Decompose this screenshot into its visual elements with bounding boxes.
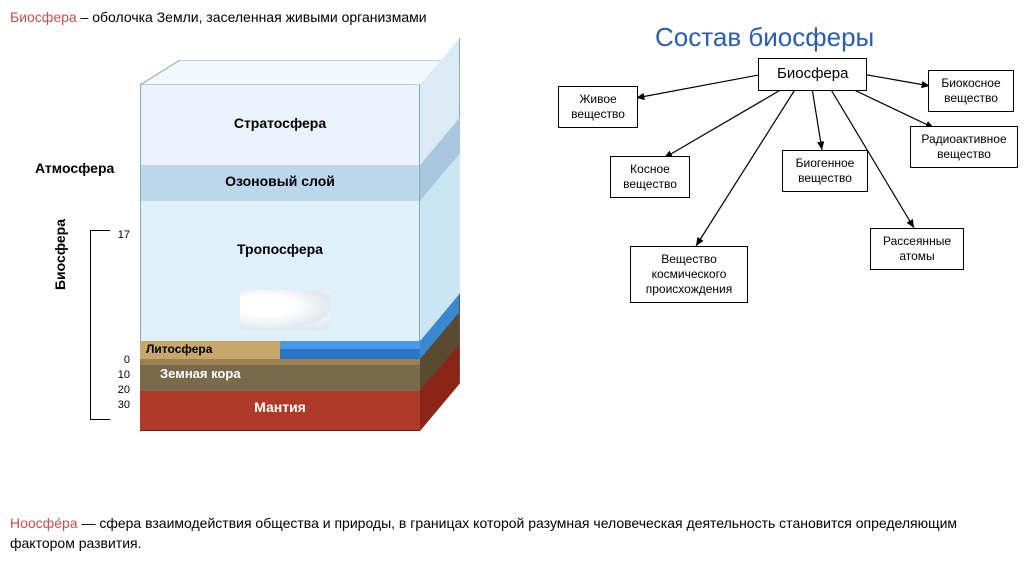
node-scattered: Рассеянныеатомы <box>870 228 964 270</box>
scale-tick: 17 <box>112 230 130 241</box>
cube-block: Стратосфера Озоновый слой Тропосфера Лит… <box>140 60 460 460</box>
ground-block: Литосфера Гидросфера Земная кора Мантия <box>140 341 420 441</box>
concept-map: Биосфера Живоевещество Биокосноевещество К… <box>540 50 1020 340</box>
lithosphere-layer: Литосфера <box>140 341 280 359</box>
biosphere-definition: Биосфера – оболочка Земли, заселенная жи… <box>10 8 427 28</box>
node-radioactive: Радиоактивноевещество <box>910 126 1018 168</box>
node-biokosnoe: Биокосноевещество <box>928 70 1014 112</box>
biosphere-side-label: Биосфера <box>52 219 68 290</box>
noosphere-def-text: — сфера взаимодействия общества и природ… <box>10 515 957 551</box>
scale-tick: 20 <box>112 385 130 396</box>
crust-layer: Земная кора <box>140 359 420 391</box>
biosphere-def-text: – оболочка Земли, заселенная живыми орга… <box>77 9 427 25</box>
noosphere-term: Ноосфе́ра <box>10 515 78 531</box>
composition-title: Состав биосферы <box>655 22 874 53</box>
node-biogennoe: Биогенноевещество <box>782 150 868 192</box>
biosphere-bracket <box>90 230 110 420</box>
node-living: Живоевещество <box>558 86 638 128</box>
earth-layers-figure: Атмосфера Биосфера 17 0 10 20 30 Стратос… <box>30 40 510 480</box>
cloud-icon <box>240 290 330 330</box>
scale-tick: 10 <box>112 370 130 381</box>
biosphere-term: Биосфера <box>10 9 77 25</box>
scale-tick: 0 <box>112 355 130 366</box>
node-cosmic: Веществокосмическогопроисхождения <box>630 246 748 303</box>
ozone-layer: Озоновый слой <box>140 165 420 201</box>
noosphere-definition: Ноосфе́ра — сфера взаимодействия обществ… <box>10 514 1010 553</box>
stratosphere-layer: Стратосфера <box>140 85 420 165</box>
atmosphere-side-label: Атмосфера <box>35 160 114 176</box>
node-kosnoe: Косноевещество <box>610 156 690 198</box>
scale-tick: 30 <box>112 400 130 411</box>
mantle-layer: Мантия <box>140 391 420 431</box>
node-biosphere-root: Биосфера <box>758 58 867 91</box>
